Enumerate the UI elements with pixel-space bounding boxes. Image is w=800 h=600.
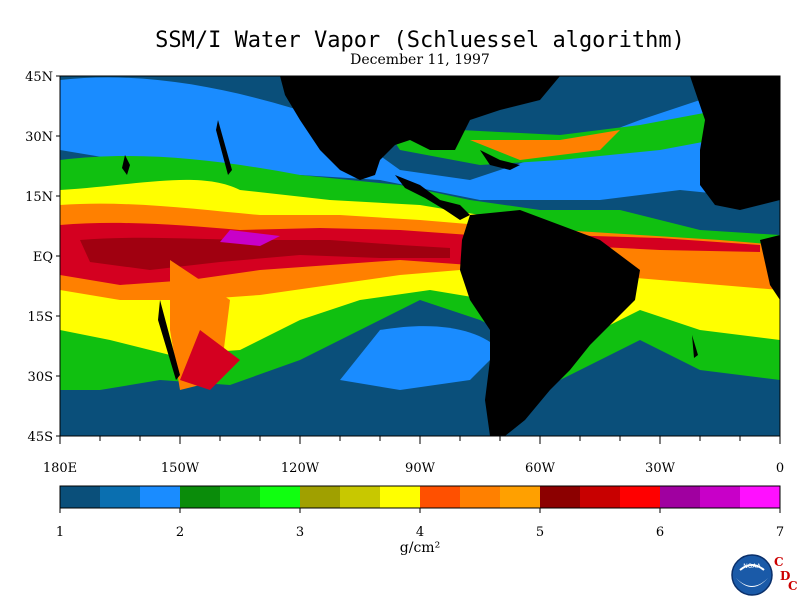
north-atlantic-green-band [380,110,740,165]
noaa-cdc-logo: NOAA C D C [731,554,798,596]
cdc-letter: C [774,555,784,569]
longitude-axis: 180E 150W 120W 90W 60W 30W 0 [43,436,784,476]
colorbar-segment [300,486,341,508]
caribbean-islands [480,150,520,170]
colorbar-segment [260,486,301,508]
colorbar-segment [700,486,741,508]
map-date: December 11, 1997 [350,52,490,68]
central-america-land [395,175,470,220]
colorbar-segment [420,486,461,508]
lat-tick: 15N [25,190,60,205]
noaa-emblem-icon [731,554,773,596]
lon-label: 180E [43,461,77,476]
colorbar-tick-label: 3 [296,525,304,540]
lon-label: 120W [281,461,320,476]
svg-text:15S: 15S [28,310,53,325]
data-gap-swath [158,300,180,380]
svg-text:30N: 30N [25,130,53,145]
colorbar-segment [620,486,661,508]
lat-tick: 45N [25,70,60,85]
north-america-land [280,76,560,180]
water-vapor-map [60,76,780,436]
svg-text:45N: 45N [25,70,53,85]
colorbar-tick-label: 6 [656,525,664,540]
data-gap-swath [216,120,232,175]
latitude-axis: 45N 30N 15N EQ 15S 30S 45S [25,70,60,445]
colorbar-segment [660,486,701,508]
lon-label: 60W [525,461,556,476]
cdc-letter: C [788,579,798,593]
colorbar-segment [140,486,181,508]
colorbar-segment [460,486,501,508]
colorbar-tick-label: 1 [56,525,64,540]
lon-label: 0 [776,461,784,476]
colorbar [60,486,781,508]
colorbar-tick-label: 5 [536,525,544,540]
africa-europe-land [690,76,780,210]
colorbar-segment [100,486,141,508]
colorbar-segment [220,486,261,508]
southern-ocean-dry-band [60,400,780,436]
svg-text:EQ: EQ [33,250,53,265]
lat-tick: 15S [28,310,60,325]
colorbar-segment [500,486,541,508]
svg-text:45S: 45S [28,430,53,445]
lat-tick: 30S [28,370,60,385]
southeast-pacific-blue-area [340,326,500,390]
map-title: SSM/I Water Vapor (Schluessel algorithm) [155,28,685,53]
colorbar-segment [540,486,581,508]
colorbar-segment [740,486,781,508]
hawaii-islands [122,155,130,175]
colorbar-unit: g/cm² [399,540,441,556]
colorbar-ticks: 1 2 3 4 5 6 7 [56,508,784,540]
lat-tick: 45S [28,430,60,445]
south-america-land [460,210,640,436]
south-pacific-red-patch [180,330,240,390]
data-gap-swath [692,335,698,358]
lon-label: 90W [405,461,436,476]
cdc-letter: D [780,569,790,583]
colorbar-tick-label: 7 [776,525,784,540]
high-vapor-magenta-patch [220,230,280,246]
colorbar-segment [580,486,621,508]
colorbar-segment [60,486,101,508]
colorbar-tick-label: 4 [416,525,424,540]
noaa-text: NOAA [743,563,761,570]
colorbar-tick-label: 2 [176,525,184,540]
colorbar-segment [180,486,221,508]
atlantic-red-band [560,235,760,252]
colorbar-segment [340,486,381,508]
lat-tick: EQ [33,250,60,265]
colorbar-segment [380,486,421,508]
svg-text:30S: 30S [28,370,53,385]
west-africa-coast [760,235,780,300]
lon-label: 30W [645,461,676,476]
north-atlantic-orange-streak [470,130,620,160]
svg-text:15N: 15N [25,190,53,205]
lon-label: 150W [161,461,200,476]
lat-tick: 30N [25,130,60,145]
